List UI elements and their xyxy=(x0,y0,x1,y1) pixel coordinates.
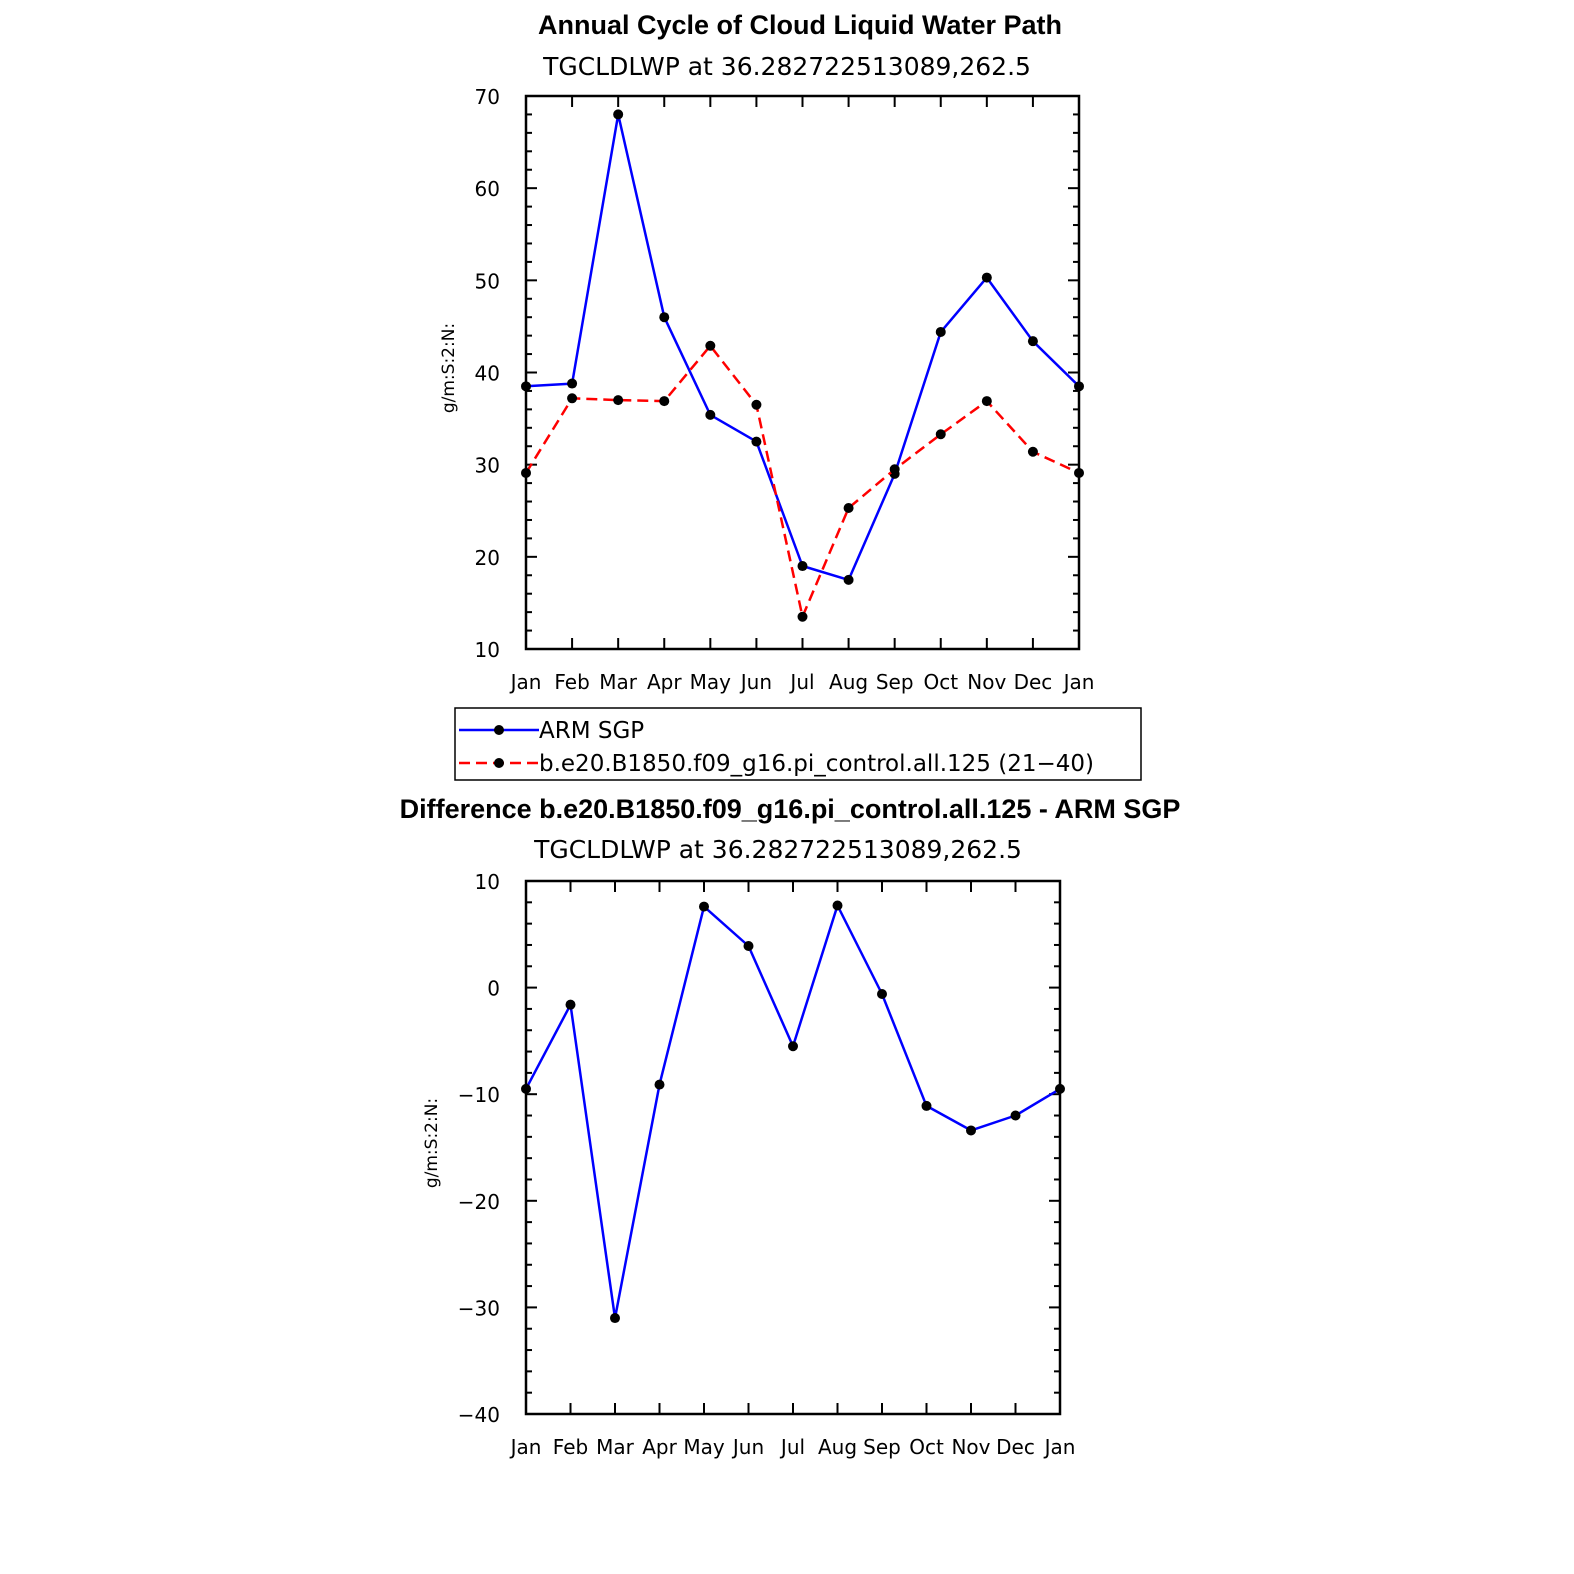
x-tick-label: Jun xyxy=(739,670,772,694)
x-tick-label: Feb xyxy=(553,1435,588,1459)
data-point xyxy=(843,502,854,513)
series-line-0 xyxy=(524,904,1061,1320)
y-tick-label: −20 xyxy=(458,1190,500,1214)
series-line-0 xyxy=(525,113,1080,582)
data-point xyxy=(613,109,624,120)
data-point xyxy=(921,1100,932,1111)
data-point xyxy=(521,1083,531,1094)
x-tick-label: Sep xyxy=(876,670,914,694)
data-point xyxy=(843,574,854,585)
x-tick-label: Jul xyxy=(779,1435,805,1459)
legend-label-model: b.e20.B1850.f09_g16.pi_control.all.125 (… xyxy=(539,751,1094,777)
data-point xyxy=(935,429,946,440)
legend-label-arm-sgp: ARM SGP xyxy=(539,718,644,744)
data-point xyxy=(567,378,578,389)
data-point xyxy=(521,467,531,478)
y-tick-label: −10 xyxy=(458,1083,500,1107)
data-point xyxy=(981,396,992,407)
x-tick-label: Apr xyxy=(647,670,682,694)
y-tick-label: 40 xyxy=(475,362,500,386)
legend-box xyxy=(454,707,1142,781)
x-tick-label: May xyxy=(683,1435,725,1459)
data-point xyxy=(743,941,754,952)
x-tick-label: Jan xyxy=(1062,670,1095,694)
chart-title: Difference b.e20.B1850.f09_g16.pi_contro… xyxy=(400,794,1181,824)
data-point xyxy=(1074,381,1084,392)
x-tick-label: Feb xyxy=(554,670,589,694)
data-point xyxy=(788,1041,798,1052)
y-axis-label: g/m:S:2:N: xyxy=(439,323,459,413)
y-tick-label: 0 xyxy=(487,977,500,1001)
x-tick-label: Aug xyxy=(829,670,868,694)
difference-chart: Difference b.e20.B1850.f09_g16.pi_contro… xyxy=(400,794,1181,1459)
y-tick-label: 60 xyxy=(475,177,500,201)
chart-subtitle: TGCLDLWP at 36.282722513089,262.5 xyxy=(542,52,1031,81)
x-tick-label: Jul xyxy=(788,670,814,694)
data-point xyxy=(797,561,808,572)
data-point xyxy=(1010,1110,1021,1121)
data-point xyxy=(832,900,843,911)
plot-frame xyxy=(524,879,1062,1416)
y-tick-label: 50 xyxy=(475,269,500,293)
x-tick-label: Dec xyxy=(1014,670,1053,694)
data-point xyxy=(654,1079,665,1090)
data-point xyxy=(877,988,887,999)
legend-marker-arm-sgp xyxy=(494,725,504,735)
data-point xyxy=(935,326,946,337)
data-point xyxy=(1055,1083,1065,1094)
x-tick-label: Oct xyxy=(923,670,958,694)
data-point xyxy=(981,272,992,283)
x-tick-label: Dec xyxy=(996,1435,1035,1459)
data-point xyxy=(699,901,709,912)
y-tick-label: 20 xyxy=(475,546,500,570)
data-point xyxy=(1027,446,1038,457)
data-point xyxy=(659,396,670,407)
x-tick-label: Jun xyxy=(731,1435,764,1459)
data-point xyxy=(889,464,900,475)
x-tick-label: Oct xyxy=(909,1435,944,1459)
x-tick-label: Nov xyxy=(951,1435,990,1459)
y-tick-label: 70 xyxy=(475,85,500,109)
data-point xyxy=(1027,336,1038,347)
y-tick-label: −40 xyxy=(458,1403,500,1427)
x-tick-label: Apr xyxy=(642,1435,677,1459)
annual-cycle-chart: Annual Cycle of Cloud Liquid Water Path … xyxy=(439,10,1094,694)
data-point xyxy=(567,393,578,404)
x-tick-label: Sep xyxy=(863,1435,901,1459)
chart-title: Annual Cycle of Cloud Liquid Water Path xyxy=(538,10,1062,40)
y-tick-label: 10 xyxy=(475,870,500,894)
x-tick-label: Jan xyxy=(509,670,542,694)
x-tick-label: May xyxy=(690,670,732,694)
x-tick-label: Jan xyxy=(1043,1435,1076,1459)
y-tick-label: 30 xyxy=(475,454,500,478)
data-point xyxy=(659,312,670,323)
legend-marker-model xyxy=(494,758,504,768)
legend: ARM SGP b.e20.B1850.f09_g16.pi_control.a… xyxy=(454,707,1142,781)
data-point xyxy=(1074,467,1084,478)
data-point xyxy=(705,340,716,351)
x-tick-label: Nov xyxy=(967,670,1006,694)
data-point xyxy=(705,409,716,420)
chart-subtitle: TGCLDLWP at 36.282722513089,262.5 xyxy=(533,835,1022,864)
x-tick-label: Mar xyxy=(599,670,638,694)
y-tick-label: −30 xyxy=(458,1296,500,1320)
x-tick-label: Aug xyxy=(818,1435,857,1459)
y-axis-label: g/m:S:2:N: xyxy=(422,1098,442,1188)
x-tick-label: Jan xyxy=(509,1435,542,1459)
y-tick-label: 10 xyxy=(475,638,500,662)
data-point xyxy=(610,1313,620,1324)
data-point xyxy=(751,436,762,447)
data-point xyxy=(751,399,762,410)
data-point xyxy=(613,395,624,406)
series-line-1 xyxy=(524,344,1080,618)
data-point xyxy=(797,611,808,622)
data-point xyxy=(966,1125,976,1136)
x-tick-label: Mar xyxy=(596,1435,635,1459)
data-point xyxy=(521,381,531,392)
data-point xyxy=(565,999,576,1010)
